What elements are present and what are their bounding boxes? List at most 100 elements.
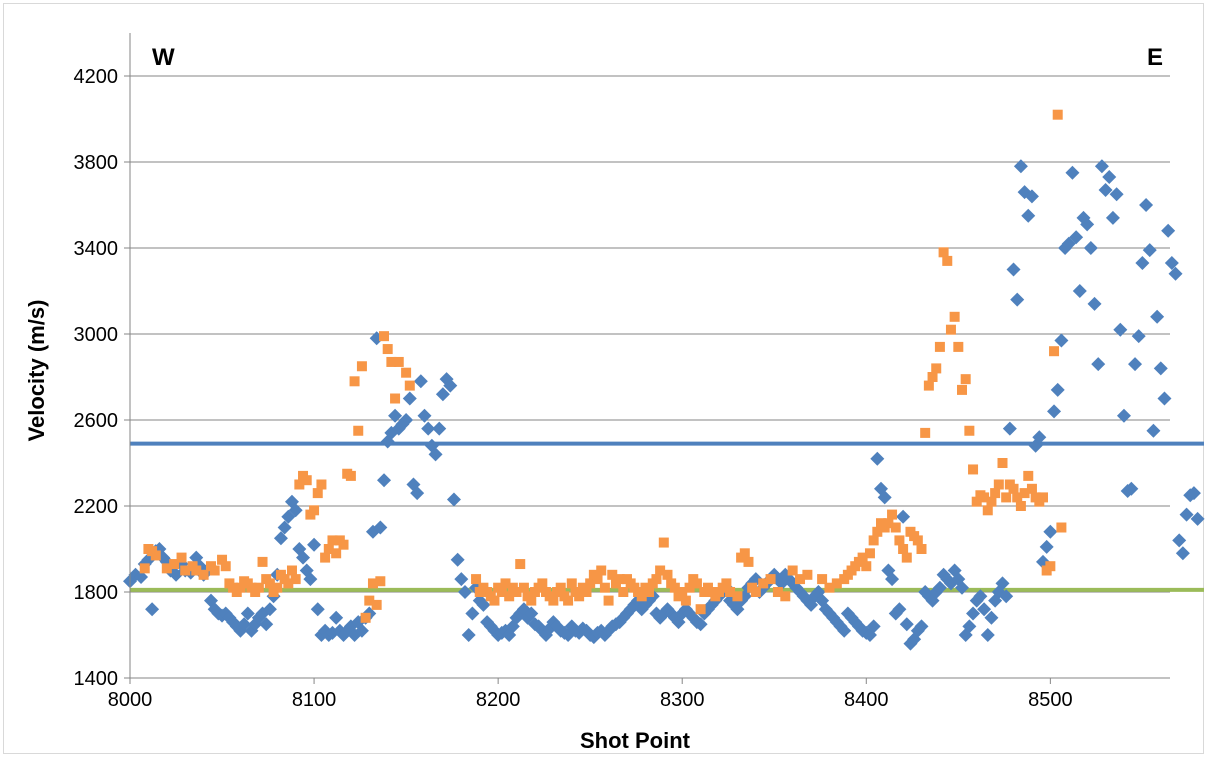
data-point-square — [732, 591, 743, 602]
data-point-square — [986, 496, 997, 507]
data-point-diamond — [1109, 187, 1124, 202]
data-point-square — [1052, 109, 1063, 120]
data-point-square — [309, 505, 320, 516]
data-point-square — [890, 522, 901, 533]
data-point-square — [802, 569, 813, 580]
data-point-diamond — [262, 602, 277, 617]
x-tick-label: 8500 — [1028, 689, 1073, 711]
data-point-diamond — [693, 617, 708, 632]
data-point-square — [1037, 492, 1048, 503]
data-point-square — [209, 565, 220, 576]
data-point-square — [923, 380, 934, 391]
data-point-square — [338, 539, 349, 550]
data-point-diamond — [1150, 309, 1165, 324]
data-point-diamond — [980, 628, 995, 642]
data-point-square — [566, 578, 577, 589]
data-point-diamond — [1094, 159, 1109, 174]
data-point-diamond — [885, 572, 900, 587]
series-layer — [123, 109, 1205, 651]
data-point-square — [658, 537, 669, 548]
chart-frame — [3, 3, 1204, 754]
data-point-diamond — [1087, 296, 1102, 311]
data-point-diamond — [1050, 382, 1065, 397]
data-point-square — [401, 367, 412, 378]
data-point-square — [379, 331, 390, 342]
data-point-diamond — [428, 447, 443, 462]
data-point-square — [504, 591, 515, 602]
data-point-diamond — [837, 623, 852, 638]
data-point-square — [301, 475, 312, 486]
y-tick-label: 2200 — [74, 496, 119, 518]
data-point-square — [725, 587, 736, 597]
data-point-square — [161, 563, 172, 574]
data-point-diamond — [1157, 391, 1172, 406]
data-point-square — [323, 544, 334, 554]
data-point-square — [489, 595, 500, 606]
data-point-diamond — [1124, 481, 1139, 496]
data-point-diamond — [248, 617, 263, 632]
y-tick-label: 4200 — [74, 66, 119, 88]
data-point-square — [574, 591, 585, 602]
axis-titles: Shot Point Velocity (m/s) — [24, 300, 691, 753]
data-point-square — [592, 574, 603, 585]
x-tick-label: 8100 — [292, 689, 337, 711]
data-point-diamond — [410, 486, 425, 501]
data-point-diamond — [870, 451, 885, 466]
data-point-square — [1049, 346, 1060, 357]
data-point-square — [1026, 483, 1037, 494]
data-point-diamond — [1102, 170, 1117, 185]
data-point-diamond — [1142, 243, 1157, 258]
data-point-diamond — [134, 569, 149, 584]
data-point-diamond — [1032, 430, 1047, 445]
data-point-square — [979, 492, 990, 503]
data-point-diamond — [310, 602, 325, 617]
data-point-diamond — [896, 509, 911, 524]
data-point-square — [861, 561, 872, 572]
data-point-square — [294, 479, 305, 490]
data-point-diamond — [413, 374, 428, 389]
data-point-square — [695, 604, 706, 615]
data-point-square — [585, 578, 596, 589]
data-point-square — [327, 535, 338, 546]
data-point-diamond — [1153, 361, 1168, 376]
data-point-diamond — [1161, 223, 1176, 238]
data-point-square — [971, 496, 982, 507]
data-point-square — [375, 576, 386, 587]
x-tick-label: 8400 — [844, 689, 889, 711]
data-point-diamond — [1006, 262, 1021, 277]
data-point-square — [787, 565, 798, 576]
data-point-square — [651, 574, 662, 585]
data-point-square — [772, 587, 783, 597]
data-point-square — [169, 559, 180, 570]
data-point-diamond — [476, 597, 491, 612]
data-point-square — [997, 458, 1008, 468]
data-point-diamond — [977, 602, 992, 617]
data-point-diamond — [1080, 217, 1095, 232]
data-point-square — [872, 526, 883, 537]
data-point-diamond — [443, 378, 458, 393]
data-point-diamond — [1054, 333, 1069, 348]
data-point-diamond — [450, 552, 465, 567]
data-point-diamond — [1113, 322, 1128, 337]
data-point-diamond — [465, 606, 480, 621]
x-tick-label: 8300 — [660, 689, 705, 711]
data-point-square — [353, 425, 364, 436]
data-point-diamond — [1024, 189, 1039, 204]
data-point-square — [684, 582, 695, 593]
data-point-square — [257, 556, 268, 567]
data-point-square — [868, 535, 879, 546]
data-point-square — [739, 548, 750, 559]
data-point-diamond — [1043, 524, 1058, 539]
data-point-diamond — [1098, 182, 1113, 197]
data-point-square — [191, 565, 202, 576]
data-point-square — [857, 552, 868, 563]
data-point-diamond — [435, 387, 450, 402]
data-point-square — [220, 561, 231, 572]
data-point-diamond — [145, 602, 160, 617]
y-axis-title: Velocity (m/s) — [24, 300, 49, 442]
data-point-diamond — [273, 531, 288, 546]
data-point-diamond — [1175, 546, 1190, 561]
data-point-diamond — [461, 628, 476, 642]
data-point-diamond — [1131, 329, 1146, 344]
data-point-diamond — [303, 572, 318, 587]
